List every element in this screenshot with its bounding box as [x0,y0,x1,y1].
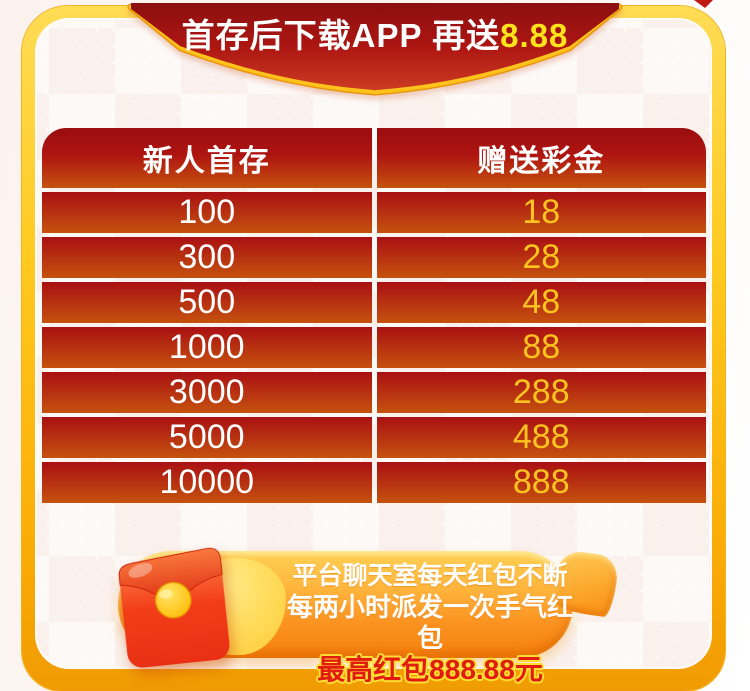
bonus-value: 488 [376,417,706,458]
bonus-value: 288 [376,372,706,413]
deposit-value: 300 [42,237,372,278]
deposit-value: 10000 [42,462,372,503]
red-envelope-icon [118,547,230,668]
promo-text-block: 平台聊天室每天红包不断 每两小时派发一次手气红包 最高红包888.88元 [280,560,580,685]
corner-ribbon-accent [694,0,713,8]
deposit-value: 500 [42,282,372,323]
deposit-bonus-table: 新人首存 赠送彩金 100 18 300 28 500 48 1000 88 3… [42,128,706,507]
table-row: 3000 288 [42,372,706,413]
table-row: 1000 88 [42,327,706,368]
table-row: 500 48 [42,282,706,323]
bonus-value: 888 [376,462,706,503]
promo-line-1: 平台聊天室每天红包不断 [292,562,568,590]
bonus-value: 18 [376,192,706,233]
column-header-deposit: 新人首存 [42,128,372,188]
deposit-value: 100 [42,192,372,233]
promo-line-3: 最高红包888.88元 [317,654,543,685]
promo-line-2: 每两小时派发一次手气红包 [286,592,573,653]
table-row: 10000 888 [42,462,706,503]
banner-title: 首存后下载APP 再送8.88 [0,17,750,55]
table-row: 100 18 [42,192,706,233]
banner-highlight-amount: 8.88 [500,17,569,54]
bonus-value: 28 [376,237,706,278]
banner-ribbon-shape [127,3,623,96]
banner-title-text: 首存后下载APP 再送 [181,17,501,54]
table-row: 5000 488 [42,417,706,458]
bonus-value: 48 [376,282,706,323]
column-header-bonus: 赠送彩金 [376,128,706,188]
deposit-value: 3000 [42,372,372,413]
deposit-value: 5000 [42,417,372,458]
table-row: 300 28 [42,237,706,278]
table-header-row: 新人首存 赠送彩金 [42,128,706,188]
bonus-value: 88 [376,327,706,368]
header-banner: 首存后下载APP 再送8.88 [0,0,750,100]
deposit-value: 1000 [42,327,372,368]
